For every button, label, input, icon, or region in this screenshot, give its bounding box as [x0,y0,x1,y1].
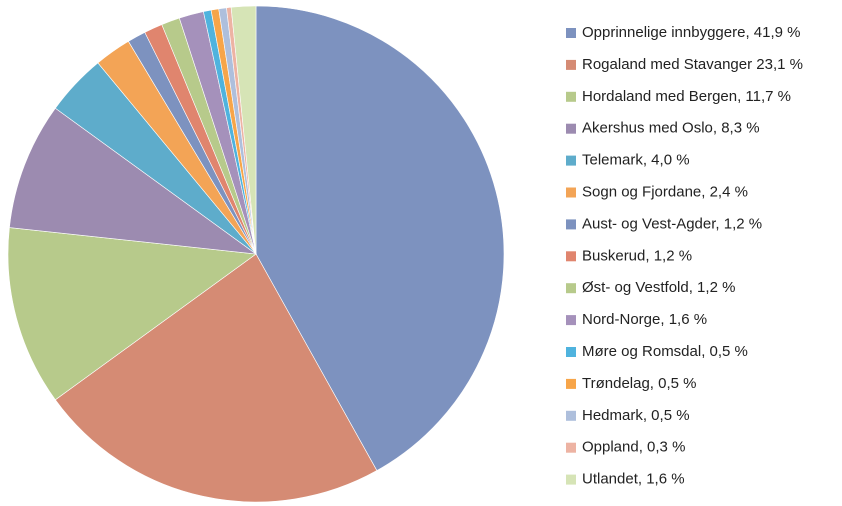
legend-label: Hordaland med Bergen, 11,7 % [582,88,791,105]
legend-label: Opprinnelige innbyggere, 41,9 % [582,24,800,41]
legend-swatch [566,283,576,294]
legend-label: Nord-Norge, 1,6 % [582,311,707,328]
legend-swatch [566,347,576,357]
legend-swatch [566,474,576,485]
legend-swatch [566,315,576,326]
legend-label: Aust- og Vest-Agder, 1,2 % [582,215,762,232]
legend-swatch [566,251,576,262]
pie-slice [54,253,378,503]
pie-slice [7,227,257,401]
legend-label: Møre og Romsdal, 0,5 % [582,343,748,360]
legend-swatch [566,442,576,453]
legend-swatch [566,410,576,421]
legend-swatch [566,59,576,70]
legend-swatch [566,155,576,166]
legend-swatch [566,219,576,230]
legend-label: Buskerud, 1,2 % [582,247,692,264]
pie-slice [255,5,505,471]
legend-label: Telemark, 4,0 % [582,152,690,169]
legend-label: Rogaland med Stavanger 23,1 % [582,56,803,73]
legend-label: Trøndelag, 0,5 % [582,375,697,392]
legend-label: Oppland, 0,3 % [582,439,685,456]
legend-label: Utlandet, 1,6 % [582,471,685,488]
pie-slice [9,107,258,255]
legend-label: Hedmark, 0,5 % [582,407,690,424]
legend-swatch [566,91,576,102]
legend-label: Øst- og Vestfold, 1,2 % [582,279,735,296]
legend-swatch [566,28,576,38]
legend-swatch [566,187,576,198]
legend-label: Sogn og Fjordane, 2,4 % [582,183,748,200]
pie-slice [230,5,257,255]
legend-swatch [566,378,576,389]
legend-swatch [566,123,576,134]
legend-label: Akershus med Oslo, 8,3 % [582,120,760,137]
